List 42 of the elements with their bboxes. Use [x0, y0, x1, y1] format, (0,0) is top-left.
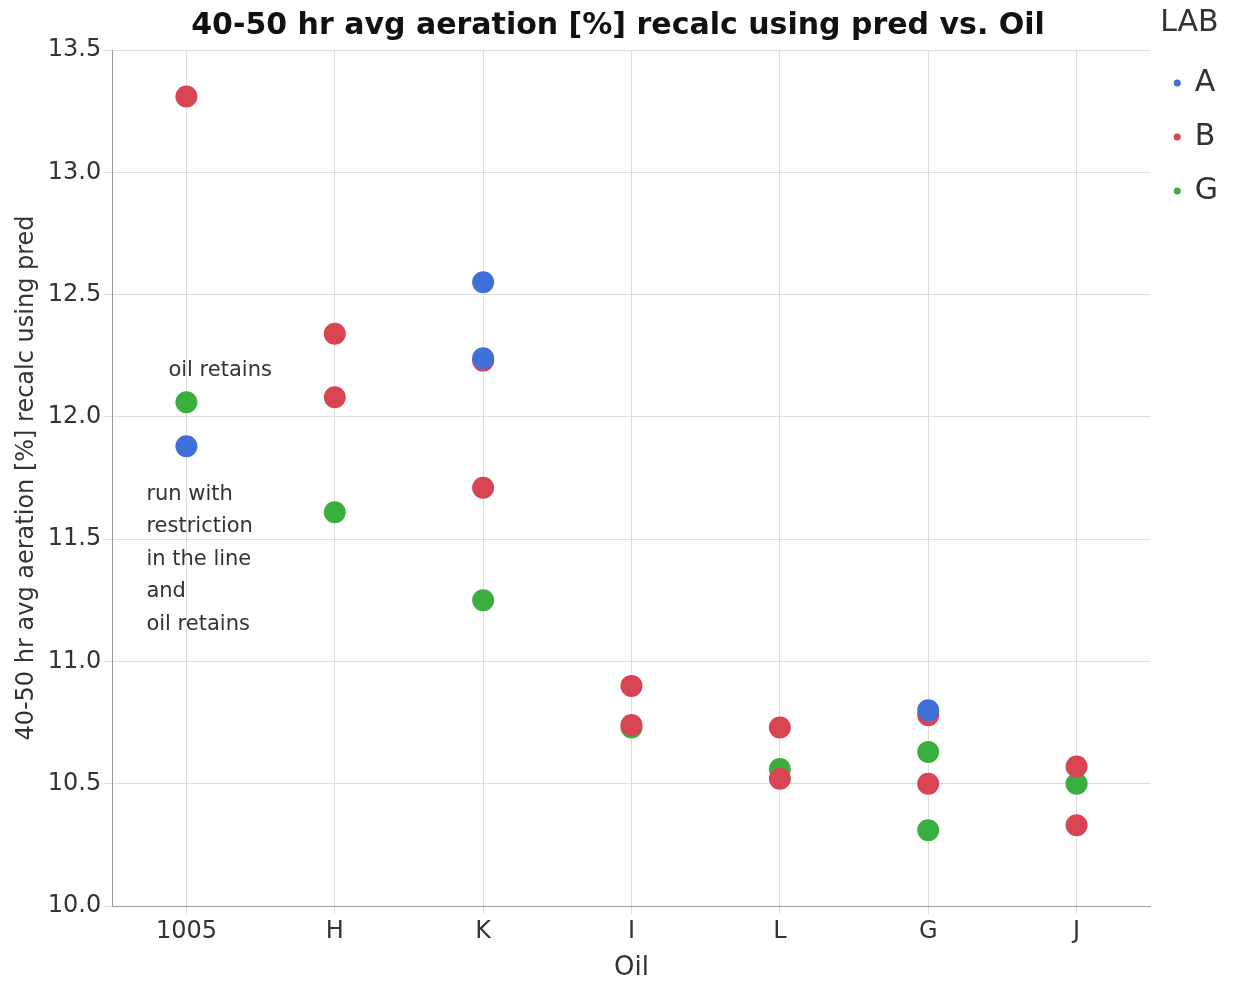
y-tick-label: 12.5 — [47, 278, 102, 307]
y-tick-label: 10.0 — [47, 890, 102, 919]
annotation: run with restriction in the line and oil retains — [146, 480, 253, 635]
point — [620, 674, 643, 697]
point — [768, 767, 791, 790]
x-tick-label: I — [627, 915, 636, 944]
y-tick-label: 10.5 — [47, 767, 102, 796]
annotation: oil retains — [168, 356, 272, 381]
y-axis-title: 40-50 hr avg aeration [%] recalc using pred — [10, 215, 39, 741]
x-tick-label: G — [918, 915, 938, 944]
point — [175, 391, 198, 414]
y-tick-label: 12.0 — [47, 401, 102, 430]
y-tick-label: 11.5 — [47, 523, 102, 552]
point — [1065, 755, 1088, 778]
x-tick-label: K — [475, 915, 493, 944]
point — [917, 740, 940, 763]
y-tick-label: 11.0 — [47, 645, 102, 674]
point — [472, 271, 495, 294]
y-tick-label: 13.0 — [47, 156, 102, 185]
point — [1065, 814, 1088, 837]
point — [917, 772, 940, 795]
point — [472, 589, 495, 612]
point — [175, 435, 198, 458]
y-tick-label: 13.5 — [47, 34, 102, 63]
legend-label: A — [1194, 62, 1216, 98]
x-tick-label: L — [773, 915, 788, 944]
point — [323, 322, 346, 345]
point — [768, 716, 791, 739]
x-tick-label: 1005 — [155, 915, 217, 944]
point — [917, 699, 940, 722]
point — [175, 85, 198, 108]
x-tick-label: J — [1071, 915, 1081, 944]
legend-label: G — [1194, 170, 1218, 206]
x-tick-label: H — [325, 915, 344, 944]
point — [917, 819, 940, 842]
legend-title: LAB — [1160, 2, 1219, 38]
point — [323, 501, 346, 524]
point — [323, 386, 346, 409]
chart-title: 40-50 hr avg aeration [%] recalc using pred vs. Oil — [191, 5, 1045, 41]
legend-label: B — [1194, 116, 1216, 152]
point — [472, 476, 495, 499]
x-axis-title: Oil — [614, 951, 649, 982]
